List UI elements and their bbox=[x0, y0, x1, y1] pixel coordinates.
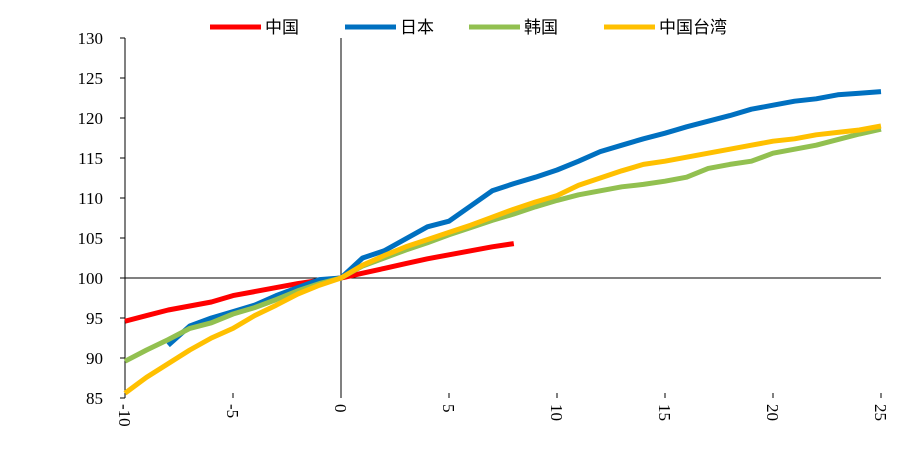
x-tick-label: 0 bbox=[331, 404, 350, 413]
x-tick-label: 15 bbox=[655, 404, 674, 421]
series-line-4 bbox=[123, 123, 882, 396]
y-tick-label: 110 bbox=[78, 189, 103, 208]
legend-label: 中国 bbox=[265, 18, 299, 38]
y-axis: 85 90 95 100 105 110 115 120 125 130 bbox=[78, 29, 126, 408]
x-tick-label: 10 bbox=[547, 404, 566, 421]
legend: 中国 日本 韩国 中国台湾 bbox=[210, 18, 727, 38]
y-tick-label: 130 bbox=[78, 29, 104, 48]
legend-label: 中国台湾 bbox=[659, 18, 727, 38]
y-tick-label: 100 bbox=[78, 269, 104, 288]
x-tick-label: -5 bbox=[223, 404, 242, 418]
x-tick-label: 20 bbox=[763, 404, 782, 421]
y-tick-label: 115 bbox=[78, 149, 103, 168]
series-line-3 bbox=[123, 126, 882, 364]
y-tick-label: 125 bbox=[78, 69, 104, 88]
series-line-2 bbox=[166, 89, 882, 348]
x-tick-label: 5 bbox=[439, 404, 458, 413]
legend-label: 日本 bbox=[400, 18, 434, 38]
x-tick-label: -10 bbox=[115, 404, 134, 427]
y-tick-label: 120 bbox=[78, 109, 104, 128]
y-tick-label: 90 bbox=[86, 349, 103, 368]
series-group bbox=[123, 89, 882, 396]
x-tick-label: 25 bbox=[871, 404, 890, 421]
y-tick-label: 85 bbox=[86, 389, 103, 408]
y-tick-label: 95 bbox=[86, 309, 103, 328]
x-axis: -10 -5 0 5 10 15 20 25 bbox=[115, 38, 890, 427]
legend-label: 韩国 bbox=[524, 18, 558, 38]
y-tick-label: 105 bbox=[78, 229, 104, 248]
